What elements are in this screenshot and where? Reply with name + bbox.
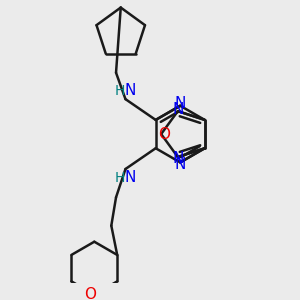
Text: N: N [175, 157, 186, 172]
Text: N: N [124, 170, 136, 185]
Text: H: H [115, 84, 125, 98]
Text: N: N [172, 102, 184, 117]
Text: O: O [85, 287, 97, 300]
Text: O: O [158, 127, 170, 142]
Text: N: N [175, 96, 186, 111]
Text: N: N [172, 152, 184, 166]
Text: H: H [115, 170, 125, 184]
Text: N: N [124, 83, 136, 98]
